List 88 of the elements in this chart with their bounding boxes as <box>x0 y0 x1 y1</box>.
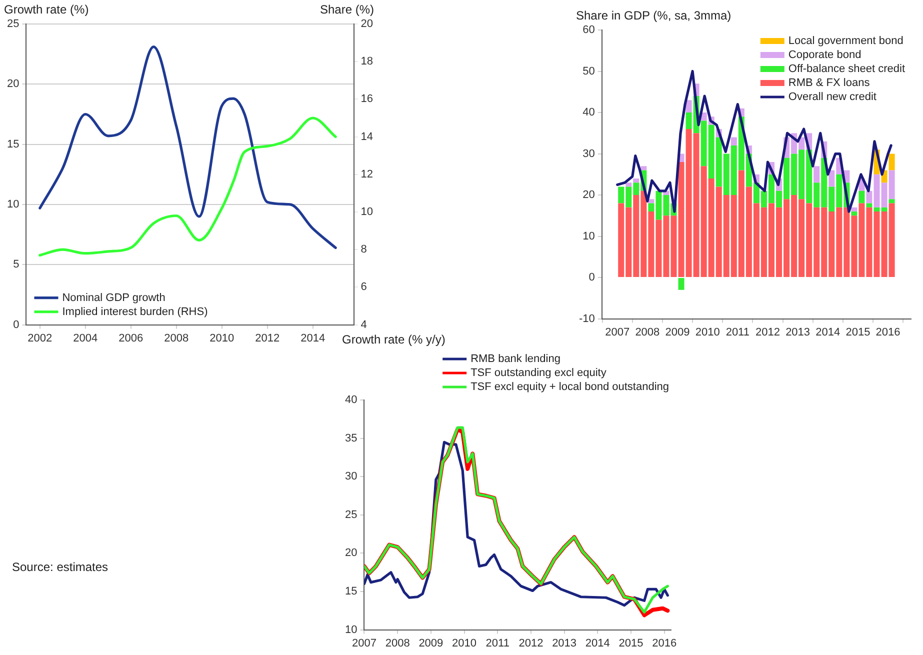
x-tick-label: 2009 <box>665 326 690 338</box>
legend-label: RMB & FX loans <box>788 77 870 90</box>
x-tick-label: 2011 <box>486 637 510 650</box>
legend-label: Implied interest burden (RHS) <box>62 306 208 318</box>
x-tick-label: 2007 <box>352 637 376 650</box>
y2-tick-label: 8 <box>360 244 367 256</box>
bar <box>814 166 820 183</box>
y2-tick-label: 12 <box>360 168 374 180</box>
x-tick-label: 2006 <box>118 332 144 344</box>
y-tick-label: 0 <box>13 318 20 331</box>
legend-label: TSF outstanding excl equity <box>470 367 607 380</box>
y-axis-title: Share in GDP (%, sa, 3mma) <box>576 8 732 22</box>
x-tick-label: 2012 <box>255 332 280 344</box>
bar <box>648 199 654 204</box>
y-tick-label: 25 <box>6 18 20 30</box>
x-tick-label: 2007 <box>605 326 630 338</box>
y2-tick-label: 18 <box>360 56 374 68</box>
legend-label: Off-balance sheet credit <box>788 63 906 76</box>
legend-label: Coporate bond <box>788 49 862 62</box>
y-tick-label: 35 <box>344 432 358 444</box>
y2-tick-label: 20 <box>360 18 374 30</box>
y-tick-label: 20 <box>582 189 595 202</box>
bar <box>730 137 737 146</box>
x-tick-label: 2010 <box>210 332 234 344</box>
bar <box>640 166 647 170</box>
y-tick-label: 10 <box>582 230 595 242</box>
y-axis-title: Growth rate (% y/y) <box>342 332 446 346</box>
bar <box>851 212 858 216</box>
x-tick-label: 2012 <box>755 326 780 338</box>
bar <box>888 154 895 170</box>
y-tick-label: 30 <box>344 470 358 483</box>
y-tick-label: 15 <box>6 138 20 150</box>
y-tick-label: 15 <box>344 586 358 598</box>
bar <box>858 190 865 204</box>
y2-tick-label: 4 <box>360 318 367 331</box>
legend-label: TSF excl equity + local bond outstanding <box>470 381 670 394</box>
x-tick-label: 2016 <box>876 326 900 338</box>
x-tick-label: 2004 <box>73 332 98 344</box>
x-tick-label: 2008 <box>385 637 410 650</box>
x-tick-label: 2012 <box>518 637 544 650</box>
line-series <box>38 116 337 257</box>
y-tick-label: 30 <box>582 148 595 160</box>
y-tick-label: 40 <box>582 106 595 119</box>
y-tick-label: 20 <box>344 547 358 560</box>
line-series <box>38 46 337 250</box>
y-tick-label: 25 <box>344 508 358 521</box>
x-tick-label: 2014 <box>816 326 840 338</box>
bar <box>866 203 872 208</box>
x-tick-label: 2010 <box>695 326 720 338</box>
y-tick-label: 10 <box>344 624 358 636</box>
y-tick-label: 20 <box>6 78 20 90</box>
y-axis-title: Growth rate (%) <box>4 2 89 16</box>
y-tick-label: -10 <box>578 312 595 325</box>
y2-axis-title: Share (%) <box>320 2 374 16</box>
y-tick-label: 0 <box>588 272 595 284</box>
x-tick-label: 2009 <box>418 637 444 650</box>
y-tick-label: 50 <box>582 65 595 78</box>
y-tick-label: 5 <box>13 258 20 271</box>
legend-label: RMB bank lending <box>470 353 560 366</box>
y-tick-label: 60 <box>582 24 595 36</box>
x-tick-label: 2010 <box>452 637 477 650</box>
x-tick-label: 2014 <box>585 637 610 650</box>
y2-tick-label: 6 <box>360 281 367 294</box>
x-tick-label: 2008 <box>635 326 660 338</box>
legend-label: Nominal GDP growth <box>62 292 166 304</box>
y2-tick-label: 16 <box>360 93 374 106</box>
bar <box>626 182 632 187</box>
legend-label: Local government bond <box>788 35 904 48</box>
x-tick-label: 2015 <box>618 637 644 650</box>
bar <box>633 178 640 183</box>
bar <box>686 100 692 113</box>
bar <box>678 278 684 290</box>
x-tick-label: 2013 <box>552 637 577 650</box>
bar <box>851 207 858 212</box>
x-tick-label: 2002 <box>28 332 52 344</box>
bar <box>888 199 895 204</box>
x-tick-label: 2014 <box>300 332 326 344</box>
x-tick-label: 2016 <box>652 637 677 650</box>
y2-tick-label: 10 <box>360 206 374 218</box>
x-tick-label: 2008 <box>164 332 189 344</box>
x-tick-label: 2013 <box>786 326 810 338</box>
y-tick-label: 10 <box>6 198 20 211</box>
x-tick-label: 2015 <box>846 326 870 338</box>
source-note: Source: estimates <box>12 560 108 574</box>
x-tick-label: 2011 <box>726 326 750 338</box>
legend-label: Overall new credit <box>788 91 876 104</box>
y-tick-label: 40 <box>344 394 358 406</box>
y2-tick-label: 14 <box>360 130 374 143</box>
